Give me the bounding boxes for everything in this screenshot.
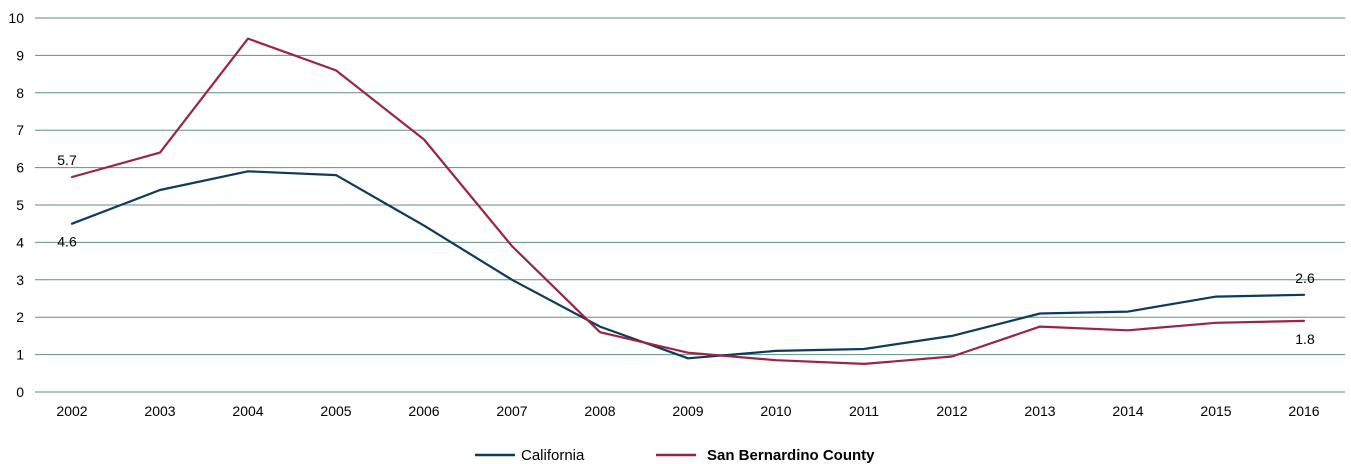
x-tick-label: 2007 [496,403,527,419]
x-tick-label: 2011 [849,403,879,419]
legend-item: California [475,447,585,464]
y-tick-label: 2 [16,309,24,325]
y-tick-label: 9 [16,47,24,63]
x-axis-ticks: 2002 2003 2004 2005 2006 2007 2008 2009 2010 2011… [56,403,1319,419]
series-lines [70,37,1306,365]
y-tick-label: 8 [16,85,24,101]
data-labels: 4.6 2.6 5.7 1.8 [57,152,1315,347]
x-tick-label: 2016 [1288,403,1319,419]
x-tick-label: 2002 [56,403,87,419]
legend-label: California [521,447,585,464]
x-tick-label: 2003 [144,403,175,419]
legend-label: San Bernardino County [707,447,875,464]
gridlines [35,17,1345,393]
x-tick-label: 2008 [584,403,615,419]
legend-item: San Bernardino County [656,447,875,464]
x-tick-label: 2005 [320,403,351,419]
x-tick-label: 2006 [408,403,439,419]
y-tick-label: 10 [8,10,24,26]
y-tick-label: 5 [16,197,24,213]
legend: California San Bernardino County [475,447,875,464]
x-tick-label: 2004 [232,403,263,419]
x-tick-label: 2012 [936,403,967,419]
y-tick-label: 7 [16,122,24,138]
series-line-california [70,170,1306,360]
x-tick-label: 2010 [760,403,791,419]
series-line-san-bernardino-county [70,37,1306,365]
x-tick-label: 2015 [1200,403,1231,419]
data-label: 4.6 [57,234,77,250]
y-axis-ticks: 0 1 2 3 4 5 6 7 8 9 10 [8,10,24,400]
y-tick-label: 6 [16,160,24,176]
x-tick-label: 2009 [672,403,703,419]
data-label: 5.7 [57,152,77,168]
y-tick-label: 4 [16,234,24,250]
x-tick-label: 2013 [1024,403,1055,419]
y-tick-label: 0 [16,384,24,400]
y-tick-label: 1 [16,347,24,363]
x-tick-label: 2014 [1112,403,1143,419]
data-label: 1.8 [1295,331,1315,347]
data-label: 2.6 [1295,270,1315,286]
y-tick-label: 3 [16,272,24,288]
